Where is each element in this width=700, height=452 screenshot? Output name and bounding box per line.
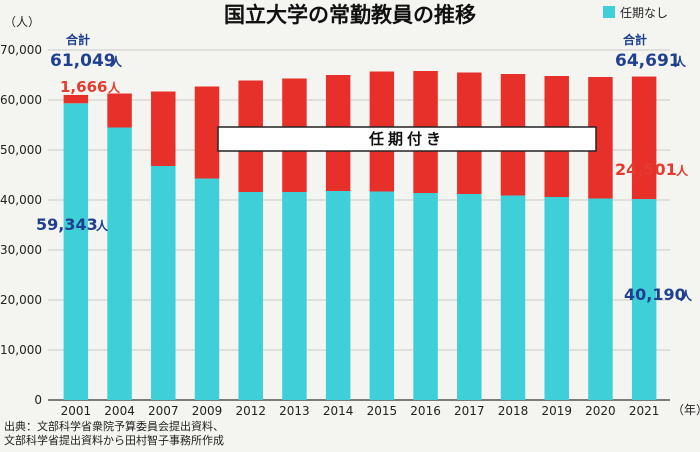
left-blue-value: 59,343 xyxy=(36,215,98,234)
bar-segment-permanent xyxy=(500,195,526,400)
legend: 任期なし xyxy=(603,6,668,20)
right-total-label: 合計 xyxy=(623,32,647,47)
x-tick-label: 2001 xyxy=(61,404,92,418)
x-tick-label: 2009 xyxy=(192,404,223,418)
right-blue-value: 40,190 xyxy=(624,285,686,304)
banner: 任期付き xyxy=(217,126,597,152)
x-axis-unit: （年） xyxy=(672,403,700,417)
x-tick-label: 2016 xyxy=(410,404,441,418)
right-red-value: 24,501 xyxy=(615,160,677,179)
y-tick-label: 0 xyxy=(34,393,42,407)
bar-segment-fixed-term xyxy=(151,91,176,166)
bar-segment-permanent xyxy=(544,197,569,400)
x-tick-label: 2004 xyxy=(104,404,135,418)
banner-label: 任期付き xyxy=(368,130,445,148)
x-tick-label: 2015 xyxy=(367,404,398,418)
left-total-value: 61,049 xyxy=(50,51,116,71)
y-tick-label: 50,000 xyxy=(0,143,42,157)
x-tick-label: 2020 xyxy=(585,404,616,418)
x-tick-label: 2019 xyxy=(541,404,572,418)
left-red-value: 1,666 xyxy=(60,78,107,96)
bar-segment-permanent xyxy=(588,198,613,400)
bar-segment-permanent xyxy=(457,194,482,400)
source-line-1: 出典：文部科学省衆院予算委員会提出資料、 xyxy=(4,420,224,433)
left-total-unit: 人 xyxy=(110,54,123,69)
bar-segment-permanent xyxy=(369,191,395,400)
bar-segment-permanent xyxy=(325,191,351,400)
x-axis-ticks: 2001 2004 2007 2009 2012 2013 2014 2015 2016 2017… xyxy=(61,404,660,418)
x-tick-label: 2018 xyxy=(498,404,529,418)
y-tick-label: 20,000 xyxy=(0,293,42,307)
bar-segment-permanent xyxy=(194,178,220,400)
source-note: 出典：文部科学省衆院予算委員会提出資料、 文部科学省提出資料から田村智子事務所作… xyxy=(4,420,224,448)
left-red-unit: 人 xyxy=(108,80,121,95)
legend-swatch xyxy=(603,6,615,18)
y-tick-label: 10,000 xyxy=(0,343,42,357)
bar-segment-permanent xyxy=(282,192,307,400)
y-tick-label: 40,000 xyxy=(0,193,42,207)
right-blue-unit: 人 xyxy=(680,288,693,303)
right-annotations: 合計 64,691 人 24,501 人 40,190 人 xyxy=(615,32,693,304)
gridlines xyxy=(48,49,670,401)
bar-segment-permanent xyxy=(151,166,176,400)
bar-segment-permanent xyxy=(107,127,132,400)
left-total-label: 合計 xyxy=(66,32,90,47)
x-tick-label: 2013 xyxy=(279,404,310,418)
bar-segment-permanent xyxy=(63,103,89,400)
right-total-value: 64,691 xyxy=(615,51,681,71)
chart-title: 国立大学の常勤教員の推移 xyxy=(224,3,476,27)
bars xyxy=(63,71,657,400)
bar-segment-permanent xyxy=(413,193,438,400)
right-total-unit: 人 xyxy=(674,54,687,69)
bar-segment-fixed-term xyxy=(107,93,132,128)
y-axis-ticks: 0 10,000 20,000 30,000 40,000 50,000 60,000 70,… xyxy=(0,43,42,407)
bar-segment-fixed-term xyxy=(194,86,220,179)
bar-segment-permanent xyxy=(238,192,263,400)
banner-box xyxy=(217,126,597,152)
left-annotations: 合計 61,049 人 1,666 人 59,343 人 xyxy=(36,32,123,234)
bar-segment-fixed-term xyxy=(63,94,89,104)
y-axis-unit: （人） xyxy=(4,15,40,29)
legend-label: 任期なし xyxy=(620,6,668,20)
y-tick-label: 70,000 xyxy=(0,43,42,57)
x-tick-label: 2012 xyxy=(235,404,266,418)
y-tick-label: 60,000 xyxy=(0,93,42,107)
x-tick-label: 2007 xyxy=(148,404,179,418)
bar-segment-fixed-term xyxy=(631,76,657,200)
y-tick-label: 30,000 xyxy=(0,243,42,257)
left-blue-unit: 人 xyxy=(96,218,109,233)
x-tick-label: 2017 xyxy=(454,404,485,418)
right-red-unit: 人 xyxy=(676,163,689,178)
source-line-2: 文部科学省提出資料から田村智子事務所作成 xyxy=(4,434,224,447)
x-tick-label: 2021 xyxy=(629,404,660,418)
x-tick-label: 2014 xyxy=(323,404,354,418)
bar-segment-permanent xyxy=(631,199,657,400)
